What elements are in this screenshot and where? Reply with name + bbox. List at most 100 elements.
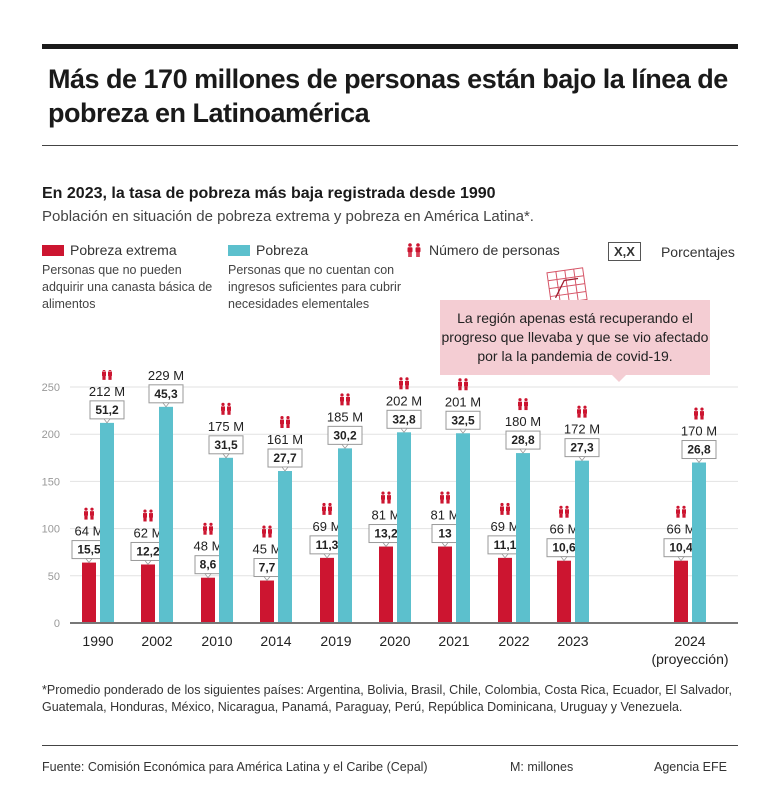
people-count-label: 180 M [505,414,541,429]
bar-poverty [100,422,114,623]
people-icon [676,505,686,518]
percent-label: 28,8 [511,433,535,447]
legend-people: Número de personas [405,242,560,258]
percent-box-pointer [323,553,331,559]
bar-extreme [438,546,452,623]
bar-extreme [557,560,571,623]
percent-label: 26,8 [687,443,711,457]
x-tick-label: 1990 [82,633,113,649]
x-tick-label: 2024 [674,633,705,649]
bar-poverty [397,432,411,623]
bar-poverty [338,448,352,623]
people-icon [280,416,290,429]
people-count-label: 66 M [667,522,696,537]
percent-label: 15,5 [77,543,101,557]
people-count-label: 69 M [313,519,342,534]
bar-poverty [516,453,530,623]
percent-box-pointer [501,553,509,559]
legend-swatch-poverty [228,244,250,256]
chart-description: Población en situación de pobreza extrem… [42,208,534,225]
legend-label: Pobreza [256,242,309,258]
percent-box-pointer [560,556,568,562]
chart-grid-icon [546,267,588,306]
y-tick-label: 100 [42,524,60,536]
people-count-label: 170 M [681,424,717,439]
legend-label: Porcentajes [660,243,735,260]
source: Fuente: Comisión Económica para América … [42,760,428,774]
percent-label: 32,8 [392,412,416,426]
people-icon [518,398,528,411]
percent-label: 27,3 [570,441,594,455]
people-count-label: 172 M [564,422,600,437]
y-tick-label: 200 [42,429,60,441]
people-count-label: 175 M [208,419,244,434]
people-icon [221,402,231,415]
percent-box-pointer [695,458,703,464]
percent-box-pointer [144,560,152,566]
people-count-label: 202 M [386,393,422,408]
bar-extreme [260,580,274,623]
percent-box-sample: X,X [608,242,641,261]
bar-poverty [159,406,173,623]
bar-extreme [201,577,215,623]
divider [42,145,738,146]
people-icon [203,522,213,535]
people-icon [102,370,112,380]
percent-box-pointer [263,576,271,582]
bar-chart: 0 50 100 150 200 250 15,5 64 M 51,2 212 M 1990 12,2… [42,370,738,667]
percent-label: 13,2 [374,527,398,541]
percent-label: 32,5 [451,413,475,427]
percent-box-pointer [441,542,449,548]
percent-box-pointer [281,466,289,472]
percent-box-pointer [222,453,230,459]
people-icon [440,491,450,504]
top-bar [42,44,738,49]
y-tick-label: 0 [54,618,60,630]
percent-box-pointer [103,418,111,424]
percent-box-pointer [677,556,685,562]
x-tick-label: 2021 [438,633,469,649]
percent-box-pointer [400,427,408,433]
bar-poverty [456,433,470,623]
percent-label: 13 [438,527,452,541]
percent-box-pointer [578,456,586,462]
people-icon [84,507,94,520]
people-icon [340,393,350,406]
percent-box-pointer [519,448,527,454]
x-tick-label: 2023 [557,633,588,649]
people-icon [694,407,704,420]
legend-swatch-extreme [42,244,64,256]
y-tick-label: 50 [48,571,60,583]
x-tick-label: 2020 [379,633,410,649]
people-icon [381,491,391,504]
people-icon [577,405,587,418]
people-icon [143,509,153,522]
bar-extreme [82,562,96,623]
percent-label: 12,2 [136,544,160,558]
bar-extreme [320,557,334,623]
percent-label: 11,3 [316,538,339,552]
people-icon [322,502,332,515]
percent-box-pointer [162,402,170,408]
x-tick-sublabel: (proyección) [651,651,728,667]
percent-label: 45,3 [154,387,178,401]
people-count-label: 212 M [89,384,125,399]
legend-desc-extreme: Personas que no pueden adquirir una cana… [42,263,213,311]
x-tick-label: 2002 [141,633,172,649]
people-count-label: 66 M [550,522,579,537]
people-count-label: 62 M [134,525,163,540]
people-count-label: 81 M [431,508,460,523]
divider [42,745,738,746]
bar-extreme [674,560,688,623]
bar-poverty [219,457,233,623]
bar-extreme [141,564,155,623]
people-icon [407,243,421,257]
agency-credit: Agencia EFE [654,760,727,774]
bar-extreme [379,546,393,623]
y-tick-label: 250 [42,382,60,394]
percent-label: 10,4 [669,541,693,555]
people-count-label: 229 M [148,370,184,383]
percent-label: 10,6 [552,541,576,555]
percent-box-pointer [459,428,467,434]
